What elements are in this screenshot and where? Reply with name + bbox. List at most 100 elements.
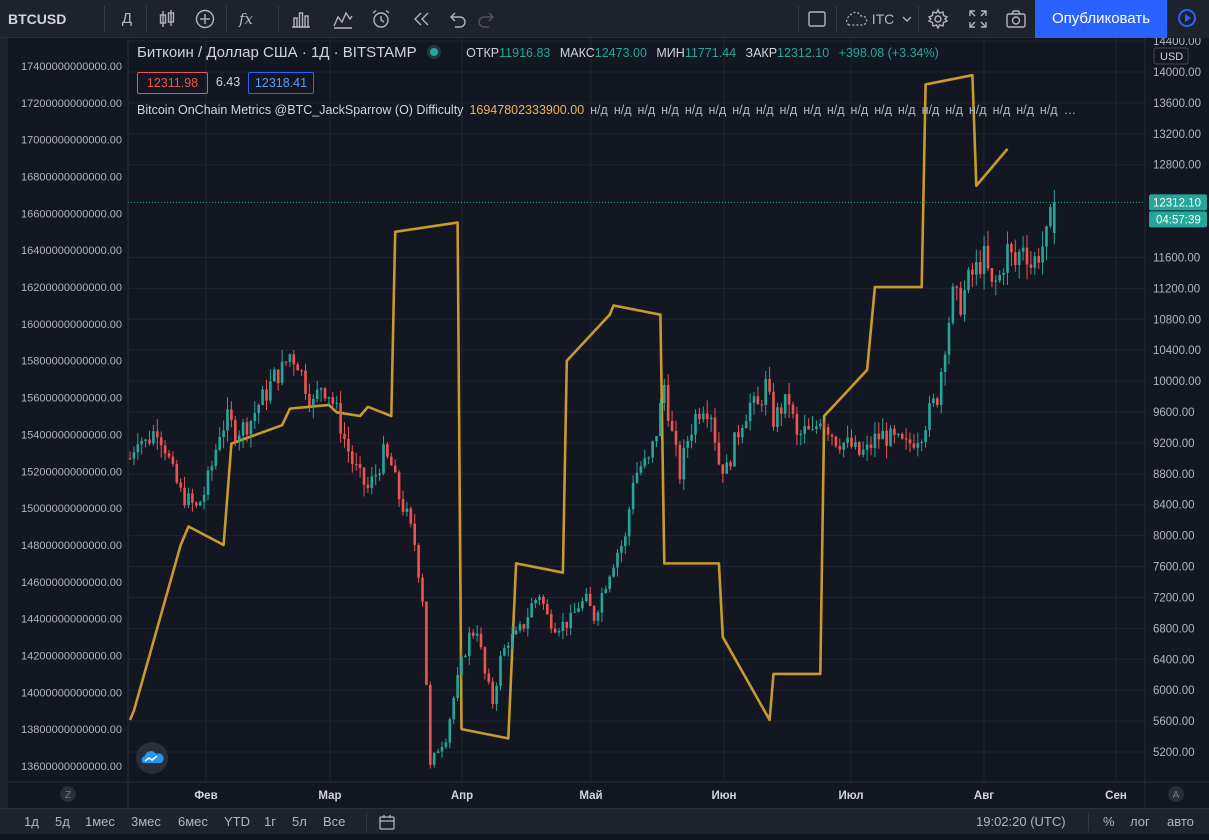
- alert-clock-icon[interactable]: [368, 0, 394, 38]
- add-indicator-icon[interactable]: [192, 0, 218, 38]
- candle: [358, 456, 362, 478]
- range-button-8[interactable]: Все: [323, 814, 346, 829]
- auto-scale-button[interactable]: [1168, 786, 1184, 802]
- candle: [881, 418, 884, 440]
- range-button-0[interactable]: 1д: [24, 814, 39, 829]
- chevron-down-icon[interactable]: [899, 0, 915, 38]
- zoom-button[interactable]: [60, 786, 76, 802]
- candle: [479, 627, 483, 650]
- candle-body: [132, 452, 136, 459]
- top-toolbar: BTCUSD Д fx ІТС: [0, 0, 1209, 38]
- candle-body: [850, 437, 853, 447]
- indicator-legend[interactable]: Bitcoin OnChain Metrics @BTC_JackSparrow…: [137, 103, 1076, 117]
- candle-body: [764, 378, 767, 405]
- difficulty-tick-label: 16600000000000.00: [21, 208, 122, 220]
- candle-body: [741, 428, 744, 438]
- clock-timezone[interactable]: 19:02:20 (UTC): [976, 814, 1066, 829]
- candle-body: [620, 546, 623, 553]
- redo-icon[interactable]: [474, 0, 500, 38]
- log-toggle[interactable]: лог: [1130, 814, 1150, 829]
- range-button-2[interactable]: 1мес: [85, 814, 115, 829]
- candle-body: [335, 402, 338, 404]
- undo-icon[interactable]: [444, 0, 470, 38]
- candle: [916, 432, 920, 457]
- candle-body: [549, 614, 553, 629]
- publish-button[interactable]: Опубликовать: [1035, 0, 1167, 38]
- candle: [588, 586, 592, 607]
- candle: [549, 609, 553, 634]
- candle-body: [460, 656, 463, 676]
- candle-body: [936, 398, 939, 406]
- chart-canvas[interactable]: 14400.00 14000.00 13600.00 13200.00 12800.00…: [8, 36, 1209, 808]
- candle: [292, 350, 296, 376]
- candle-body: [725, 462, 728, 474]
- difficulty-tick-label: 13600000000000.00: [21, 761, 122, 773]
- candle-body: [643, 458, 647, 467]
- range-button-1[interactable]: 5д: [55, 814, 70, 829]
- tradingview-logo-icon[interactable]: [136, 742, 168, 774]
- time-tick-label: Апр: [451, 790, 473, 802]
- right-axis-panel[interactable]: [1145, 38, 1209, 808]
- range-button-6[interactable]: 1г: [264, 814, 276, 829]
- date-range-icon[interactable]: [378, 809, 396, 835]
- candle: [183, 476, 186, 509]
- candle-body: [413, 523, 416, 545]
- price-tick-label: 10800.00: [1153, 314, 1201, 326]
- candle: [522, 623, 526, 632]
- interval-button[interactable]: Д: [121, 10, 133, 27]
- candle-body: [1006, 244, 1009, 273]
- range-button-5[interactable]: YTD: [224, 814, 250, 829]
- camera-icon[interactable]: [1004, 0, 1028, 38]
- bar-chart-icon[interactable]: [288, 0, 314, 38]
- sell-price-button[interactable]: 12311.98: [137, 72, 208, 94]
- candle: [542, 594, 545, 610]
- candle: [440, 741, 444, 758]
- candle: [1014, 239, 1017, 272]
- candles-icon[interactable]: [154, 0, 180, 38]
- candle: [819, 418, 822, 430]
- candle: [128, 451, 132, 461]
- left-axis-panel[interactable]: [8, 38, 128, 808]
- candle-body: [834, 436, 838, 446]
- indicator-name[interactable]: Bitcoin OnChain Metrics @BTC_JackSparrow…: [137, 103, 464, 117]
- fullscreen-icon[interactable]: [966, 0, 990, 38]
- play-icon[interactable]: [1167, 0, 1209, 38]
- layout-name[interactable]: ІТС: [871, 11, 895, 27]
- candle-body: [581, 601, 584, 609]
- layout-select-icon[interactable]: [806, 0, 828, 38]
- candle: [214, 444, 218, 470]
- templates-icon[interactable]: [330, 0, 356, 38]
- candle-body: [573, 611, 576, 613]
- indicator-na-value: н/д: [779, 103, 798, 117]
- currency-badge[interactable]: [1153, 47, 1189, 65]
- candle: [573, 602, 576, 613]
- time-tick-label: Сен: [1105, 790, 1127, 802]
- cloud-save-icon[interactable]: [842, 0, 870, 38]
- buy-price-button[interactable]: 12318.41: [248, 72, 314, 94]
- candle: [783, 394, 787, 418]
- candle: [296, 362, 299, 371]
- replay-icon[interactable]: [408, 0, 434, 38]
- candle-body: [280, 361, 284, 384]
- legend-title[interactable]: Биткоин / Доллар США · 1Д · BITSTAMP: [137, 44, 417, 61]
- candle-body: [187, 493, 190, 506]
- indicators-button[interactable]: fx: [238, 10, 253, 28]
- candle-body: [686, 440, 689, 448]
- candle: [854, 435, 857, 450]
- symbol-search[interactable]: BTCUSD: [8, 11, 67, 27]
- candle: [780, 403, 783, 427]
- candle: [787, 382, 791, 418]
- candle: [686, 435, 689, 459]
- candle-body: [464, 655, 467, 657]
- settings-gear-icon[interactable]: [926, 0, 950, 38]
- range-button-7[interactable]: 5л: [292, 814, 307, 829]
- range-button-4[interactable]: 6мес: [178, 814, 208, 829]
- candle-body: [565, 621, 569, 628]
- percent-toggle[interactable]: %: [1103, 814, 1115, 829]
- candle: [951, 283, 955, 326]
- candle-body: [978, 262, 982, 274]
- auto-toggle[interactable]: авто: [1167, 814, 1194, 829]
- chart-pane[interactable]: 14400.00 14000.00 13600.00 13200.00 12800.00…: [8, 36, 1209, 808]
- candle: [912, 434, 916, 450]
- range-button-3[interactable]: 3мес: [131, 814, 161, 829]
